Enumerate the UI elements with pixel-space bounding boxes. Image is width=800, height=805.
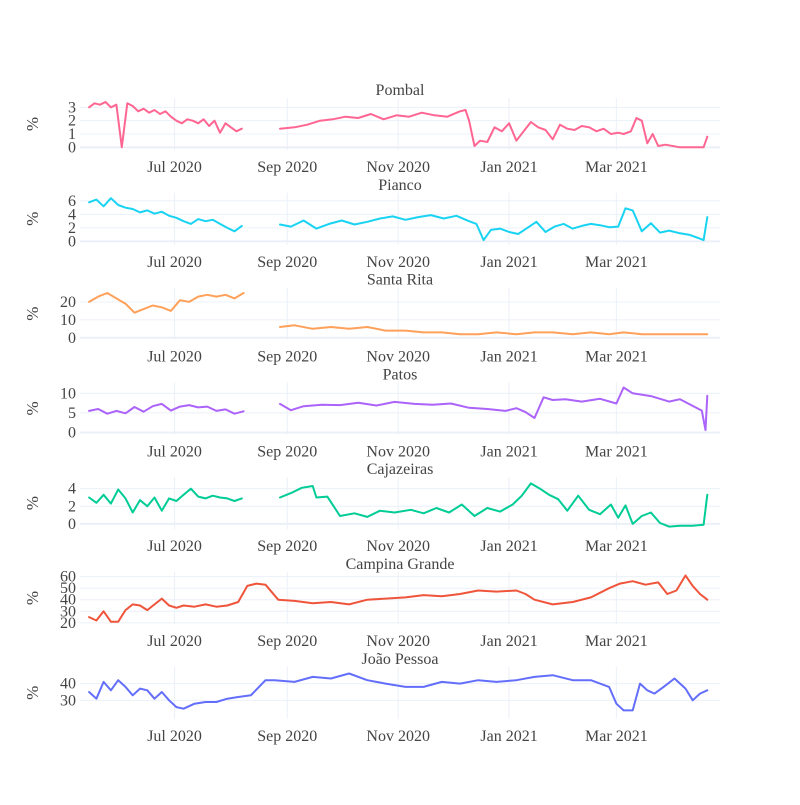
y-axis-title: % <box>23 117 42 131</box>
panel-cajazeiras: Cajazeiras 024% Jul 2020 Sep 2020 Nov 2020 Ja… <box>23 461 720 555</box>
x-tick-label: Mar 2021 <box>585 254 648 271</box>
x-tick-label: Sep 2020 <box>257 633 317 650</box>
x-tick-label: Nov 2020 <box>366 633 430 650</box>
y-axis-title: % <box>23 401 42 415</box>
x-tick-label: Sep 2020 <box>257 538 317 555</box>
x-tick-label: Nov 2020 <box>366 254 430 271</box>
y-tick-label: 20 <box>60 294 76 311</box>
x-tick-label: Mar 2021 <box>585 728 648 745</box>
y-axis-title: % <box>23 686 42 700</box>
x-tick-label: Mar 2021 <box>585 159 648 176</box>
series-line <box>88 672 709 712</box>
x-tick-label: Nov 2020 <box>366 349 430 366</box>
x-tick-label: Jul 2020 <box>147 254 202 271</box>
y-tick-label: 30 <box>60 692 76 709</box>
y-tick-label: 2 <box>68 220 76 237</box>
y-tick-label: 0 <box>68 516 76 533</box>
y-tick-label: 40 <box>60 592 76 609</box>
x-tick-label: Sep 2020 <box>257 443 317 460</box>
panel-title: Campina Grande <box>346 556 455 573</box>
x-tick-label: Jul 2020 <box>147 159 202 176</box>
y-tick-label: 0 <box>68 233 76 250</box>
series-line <box>88 101 709 149</box>
panel-title: Patos <box>383 366 418 383</box>
x-tick-label: Jul 2020 <box>147 633 202 650</box>
x-tick-label: Nov 2020 <box>366 538 430 555</box>
y-tick-label: 0 <box>68 139 76 156</box>
x-tick-label: Mar 2021 <box>585 443 648 460</box>
panel-title: Pombal <box>376 82 425 99</box>
y-tick-label: 10 <box>60 312 76 329</box>
series-line <box>88 574 709 623</box>
y-tick-label: 4 <box>68 481 76 498</box>
y-tick-label: 6 <box>68 193 76 210</box>
x-tick-label: Mar 2021 <box>585 633 648 650</box>
x-tick-label: Jan 2021 <box>480 633 537 650</box>
x-tick-label: Jan 2021 <box>480 443 537 460</box>
x-tick-label: Jan 2021 <box>480 159 537 176</box>
x-tick-label: Nov 2020 <box>366 728 430 745</box>
x-tick-label: Jan 2021 <box>480 538 537 555</box>
panel-title: Santa Rita <box>367 272 433 289</box>
y-axis-title: % <box>23 307 42 321</box>
x-tick-label: Jul 2020 <box>147 538 202 555</box>
y-tick-label: 1 <box>68 126 76 143</box>
x-tick-label: Sep 2020 <box>257 254 317 271</box>
x-tick-label: Jan 2021 <box>480 728 537 745</box>
x-tick-label: Jan 2021 <box>480 254 537 271</box>
series-line <box>88 292 709 336</box>
x-tick-label: Mar 2021 <box>585 349 648 366</box>
series-line <box>88 197 709 242</box>
y-tick-label: 4 <box>68 206 76 223</box>
y-axis-title: % <box>23 591 42 605</box>
y-tick-label: 10 <box>60 385 76 402</box>
y-tick-label: 60 <box>60 569 76 586</box>
y-axis-title: % <box>23 496 42 510</box>
y-tick-label: 5 <box>68 405 76 422</box>
x-tick-label: Jan 2021 <box>480 349 537 366</box>
x-tick-label: Nov 2020 <box>366 443 430 460</box>
x-tick-label: Jul 2020 <box>147 728 202 745</box>
x-tick-label: Mar 2021 <box>585 538 648 555</box>
y-axis-title: % <box>23 212 42 226</box>
y-tick-label: 2 <box>68 498 76 515</box>
y-tick-label: 50 <box>60 580 76 597</box>
panel-title: João Pessoa <box>362 651 439 668</box>
x-tick-label: Sep 2020 <box>257 728 317 745</box>
panel-title: Cajazeiras <box>367 461 434 478</box>
panel-patos: Patos 0 5 10% Jul 2020 Sep 2020 Nov 2020 Jan 20… <box>23 366 720 460</box>
x-tick-label: Sep 2020 <box>257 349 317 366</box>
series-line <box>88 386 709 432</box>
x-tick-label: Jul 2020 <box>147 349 202 366</box>
y-tick-label: 2 <box>68 113 76 130</box>
x-tick-label: Sep 2020 <box>257 159 317 176</box>
y-tick-label: 0 <box>68 330 76 347</box>
y-tick-label: 3 <box>68 99 76 116</box>
x-tick-label: Nov 2020 <box>366 159 430 176</box>
panel-title: Pianco <box>378 177 422 194</box>
y-tick-label: 40 <box>60 676 76 693</box>
series-line <box>88 482 709 528</box>
y-tick-label: 0 <box>68 424 76 441</box>
y-tick-label: 30 <box>60 603 76 620</box>
x-tick-label: Jul 2020 <box>147 443 202 460</box>
y-tick-label: 20 <box>60 615 76 632</box>
